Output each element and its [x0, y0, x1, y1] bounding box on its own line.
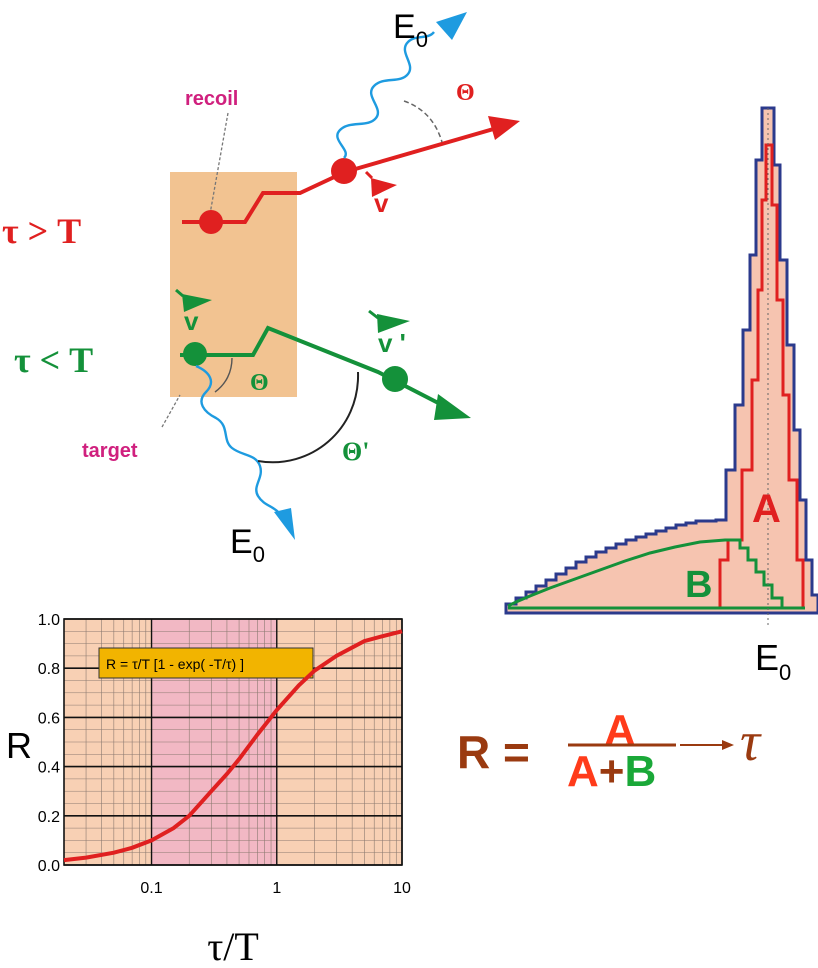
chart-xtick-label: 1: [272, 880, 281, 897]
recoil-path-long-lifetime: [182, 116, 520, 224]
photon-arrow-top: [436, 12, 467, 40]
formula-denominator-plus: +: [599, 747, 625, 796]
recoil-nucleus-green: [183, 342, 207, 366]
spectrum-peak-label: A: [752, 487, 781, 531]
photon-energy-bottom-symbol: E: [230, 523, 253, 561]
photon-energy-top-symbol: E: [393, 8, 416, 46]
chart-series-line: [63, 629, 403, 863]
velocity-label-green: v: [184, 306, 199, 336]
velocity-arrow-green: [175, 288, 212, 312]
recoil-nucleus-red: [199, 210, 223, 234]
spectrum-axis-symbol: E: [755, 637, 779, 678]
formula-denominator-B: B: [624, 747, 656, 796]
target-pointer: [161, 394, 181, 428]
velocity-prime-label-green: v ': [378, 328, 406, 358]
chart-R-vs-tau: 0.0 0.2 0.4 0.6 0.8 1.0 0.1 1 10 Rτ/T R = τ/T [1 -…: [6, 612, 411, 968]
photon-arrow-bottom: [274, 508, 295, 540]
spectrum-axis-label: E0: [755, 637, 791, 685]
chart-ytick-label: 1.0: [38, 612, 60, 629]
recoil-label: recoil: [185, 88, 238, 110]
emission-point-red: [331, 158, 357, 184]
velocity-arrow-red: [364, 170, 397, 197]
chart-annotation: R = τ/T [1 - exp( -T/τ) ]: [106, 656, 244, 672]
chart-ytick-label: 0.6: [38, 710, 60, 727]
formula-result: τ: [740, 711, 762, 773]
chart-xtick-label: 10: [393, 880, 411, 897]
chart-xtick-label: 0.1: [140, 880, 162, 897]
condition-tau-gt-T: τ > T: [2, 211, 81, 251]
photon-energy-bottom-sub: 0: [253, 542, 265, 567]
spectrum-tail-B: [507, 538, 784, 608]
spectrum-total-outline: [504, 106, 818, 615]
photon-energy-bottom: E0: [230, 523, 265, 567]
formula-denominator: A+B: [567, 747, 656, 796]
angle-label-theta-green: Θ: [250, 370, 269, 396]
chart-ytick-label: 0.2: [38, 809, 60, 826]
condition-tau-lt-T: τ < T: [14, 340, 93, 380]
formula-arrow-head: [722, 740, 734, 750]
angle-label-theta-prime: Θ': [342, 437, 369, 466]
photon-wave-bottom: [195, 364, 281, 515]
velocity-label-red: v: [374, 188, 389, 218]
chart-ytick-label: 0.4: [38, 760, 60, 777]
angle-arc-theta: [403, 100, 443, 143]
formula-lhs: R =: [457, 726, 530, 778]
spectrum-tail-label: B: [685, 564, 712, 606]
chart-ytick-label: 0.0: [38, 858, 60, 875]
formula-numerator: A: [604, 706, 636, 755]
moving-nucleus-green: [382, 366, 408, 392]
photon-wave-top: [336, 31, 435, 159]
chart-annotation-box: [98, 647, 314, 679]
target-label: target: [82, 440, 138, 462]
photon-energy-top: E0: [393, 8, 428, 52]
spectrum-histogram: [504, 106, 818, 625]
angle-label-theta: Θ: [456, 80, 475, 106]
angle-arc-theta-inner: [214, 357, 233, 393]
chart-xlabel: τ/T: [207, 924, 259, 968]
spectrum-axis-sub: 0: [779, 660, 791, 685]
spectrum-peak-A: [718, 143, 805, 608]
recoil-pointer: [209, 112, 229, 215]
velocity-prime-arrow-green: [368, 309, 410, 333]
formula-denominator-A: A: [567, 747, 599, 796]
chart-ylabel: R: [6, 725, 32, 766]
photon-energy-top-sub: 0: [416, 27, 428, 52]
angle-arc-theta-prime: [257, 371, 360, 464]
chart-frame: [63, 618, 403, 866]
chart-ytick-label: 0.8: [38, 661, 60, 678]
